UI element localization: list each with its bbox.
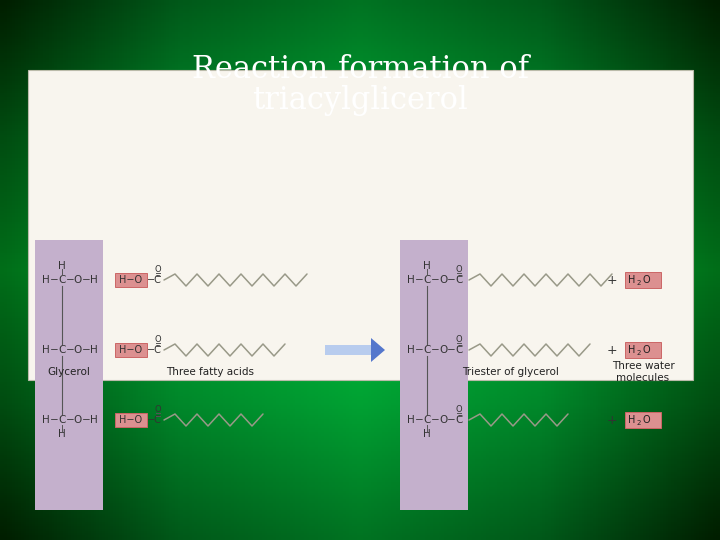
- Text: O: O: [456, 404, 462, 414]
- Text: −: −: [50, 275, 58, 285]
- Bar: [115, 273, 147, 287]
- Bar: [400, 240, 468, 510]
- Text: C: C: [423, 345, 431, 355]
- Text: H: H: [58, 429, 66, 439]
- Text: H: H: [629, 415, 636, 425]
- Text: Three water
molecules: Three water molecules: [611, 361, 675, 383]
- Bar: [28, 70, 693, 380]
- Text: O: O: [74, 345, 82, 355]
- Text: −: −: [415, 345, 423, 355]
- Text: −: −: [446, 345, 455, 355]
- Text: C: C: [455, 275, 463, 285]
- Text: O: O: [155, 265, 161, 273]
- Text: C: C: [423, 275, 431, 285]
- Text: −: −: [446, 275, 455, 285]
- Text: −: −: [81, 345, 91, 355]
- Text: −: −: [66, 415, 74, 425]
- Text: O: O: [642, 345, 650, 355]
- Text: H: H: [42, 345, 50, 355]
- Text: C: C: [423, 415, 431, 425]
- Text: Glycerol: Glycerol: [48, 367, 91, 377]
- Text: O: O: [439, 415, 447, 425]
- Bar: [115, 343, 147, 357]
- Text: −: −: [431, 415, 439, 425]
- Text: H−O: H−O: [120, 345, 143, 355]
- Text: C: C: [58, 345, 66, 355]
- Text: −: −: [81, 275, 91, 285]
- Text: H: H: [42, 415, 50, 425]
- Text: −: −: [50, 415, 58, 425]
- Text: C: C: [58, 415, 66, 425]
- Text: −C: −C: [147, 415, 161, 425]
- Bar: [115, 413, 147, 427]
- Bar: [325, 345, 373, 355]
- Text: H: H: [42, 275, 50, 285]
- Text: O: O: [439, 345, 447, 355]
- Text: H: H: [407, 275, 415, 285]
- Text: O: O: [74, 415, 82, 425]
- Text: O: O: [74, 275, 82, 285]
- Text: O: O: [456, 265, 462, 273]
- Text: −C: −C: [147, 345, 161, 355]
- Text: +: +: [607, 414, 617, 427]
- Text: H: H: [90, 275, 98, 285]
- Text: O: O: [155, 404, 161, 414]
- Text: 2: 2: [636, 280, 642, 286]
- Text: H: H: [58, 261, 66, 271]
- Bar: [625, 412, 661, 428]
- Text: −C: −C: [147, 275, 161, 285]
- Text: triacylglicerol: triacylglicerol: [252, 84, 468, 116]
- Text: O: O: [456, 334, 462, 343]
- Text: −: −: [50, 345, 58, 355]
- Text: Reaction formation of: Reaction formation of: [192, 55, 528, 85]
- Text: −: −: [66, 345, 74, 355]
- Text: C: C: [455, 415, 463, 425]
- Text: +: +: [607, 273, 617, 287]
- Text: −: −: [81, 415, 91, 425]
- Text: 2: 2: [636, 350, 642, 356]
- Text: Triester of glycerol: Triester of glycerol: [462, 367, 559, 377]
- Bar: [35, 240, 103, 510]
- Text: O: O: [155, 334, 161, 343]
- Text: H: H: [423, 261, 431, 271]
- Bar: [625, 272, 661, 288]
- Text: O: O: [439, 275, 447, 285]
- Text: H: H: [423, 429, 431, 439]
- Text: +: +: [607, 343, 617, 356]
- Text: H: H: [90, 345, 98, 355]
- Text: −: −: [431, 275, 439, 285]
- Text: H: H: [629, 345, 636, 355]
- Text: −: −: [66, 275, 74, 285]
- Text: −: −: [415, 275, 423, 285]
- Text: O: O: [642, 415, 650, 425]
- Text: H: H: [407, 345, 415, 355]
- Bar: [625, 342, 661, 358]
- Text: C: C: [455, 345, 463, 355]
- Text: −: −: [415, 415, 423, 425]
- Text: H: H: [90, 415, 98, 425]
- Text: H−O: H−O: [120, 415, 143, 425]
- Text: −: −: [446, 415, 455, 425]
- Text: Three fatty acids: Three fatty acids: [166, 367, 254, 377]
- Text: −: −: [431, 345, 439, 355]
- Text: O: O: [642, 275, 650, 285]
- Text: 2: 2: [636, 420, 642, 426]
- Text: H: H: [629, 275, 636, 285]
- Text: C: C: [58, 275, 66, 285]
- Text: H−O: H−O: [120, 275, 143, 285]
- Polygon shape: [371, 338, 385, 362]
- Text: H: H: [407, 415, 415, 425]
